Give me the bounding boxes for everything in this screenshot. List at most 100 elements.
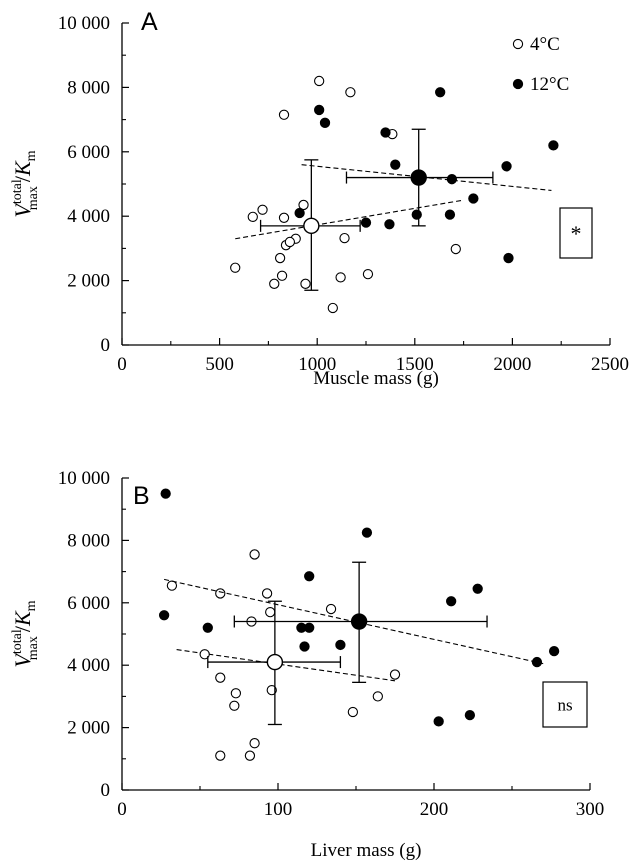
x-tick-label: 300 <box>576 799 605 820</box>
data-point <box>345 87 356 98</box>
x-axis-label: Liver mass (g) <box>311 840 422 861</box>
data-point <box>230 262 241 273</box>
data-point <box>531 656 543 668</box>
data-point <box>300 278 311 289</box>
data-point <box>278 212 290 223</box>
data-point <box>503 252 514 264</box>
data-point <box>215 750 226 761</box>
data-point <box>380 127 391 138</box>
data-point <box>199 649 210 660</box>
x-axis-label: Muscle mass (g) <box>313 368 439 389</box>
significance-label: ns <box>557 696 572 715</box>
data-point <box>304 622 315 633</box>
y-tick-label: 6 000 <box>67 593 110 614</box>
y-tick-label: 8 000 <box>67 530 110 551</box>
data-point <box>501 161 512 172</box>
trend-line <box>176 649 396 682</box>
data-point <box>257 204 268 215</box>
data-point <box>314 104 325 116</box>
data-point <box>261 588 273 599</box>
data-point <box>215 672 226 683</box>
data-point <box>548 646 560 657</box>
data-point <box>468 193 479 204</box>
data-point <box>372 691 383 702</box>
data-point <box>446 174 458 185</box>
data-point <box>444 209 456 220</box>
data-point <box>314 75 325 87</box>
x-tick-label: 2500 <box>591 354 629 375</box>
data-point <box>361 527 373 538</box>
legend-marker <box>512 78 524 90</box>
data-point <box>229 700 240 711</box>
mean-point <box>410 169 427 186</box>
y-tick-label: 0 <box>101 780 111 801</box>
data-point <box>298 199 309 211</box>
mean-point <box>350 613 368 630</box>
data-point <box>244 750 256 761</box>
chart-panel-a: 0 2 000 4 000 6 000 8 000 10 000 0 500 1000 1500 2… <box>10 8 629 389</box>
y-axis-label: Vtotalmax/Km <box>10 600 41 667</box>
data-point <box>384 219 395 230</box>
y-tick-label: 6 000 <box>67 142 110 163</box>
x-tick-label: 0 <box>117 354 127 375</box>
data-point <box>160 488 171 499</box>
data-point <box>284 236 296 248</box>
data-point <box>278 109 290 120</box>
legend-label: 12°C <box>530 74 569 95</box>
x-tick-label: 1000 <box>298 354 336 375</box>
significance-box <box>542 681 588 728</box>
data-point <box>166 580 178 591</box>
data-point <box>327 302 338 314</box>
data-point <box>389 669 401 680</box>
x-tick-label: 2000 <box>493 354 531 375</box>
data-point <box>247 211 258 222</box>
trend-line <box>301 164 552 191</box>
mean-point <box>303 217 320 235</box>
data-point <box>360 217 372 228</box>
significance-label: * <box>571 221 582 246</box>
data-point <box>362 269 374 280</box>
data-point <box>472 583 483 594</box>
data-point <box>304 571 315 582</box>
x-tick-label: 200 <box>420 799 449 820</box>
data-point <box>274 252 286 264</box>
data-point <box>325 603 337 615</box>
data-point <box>446 596 457 607</box>
legend-label: 4°C <box>530 34 560 55</box>
data-point <box>158 610 170 621</box>
data-point <box>435 87 446 98</box>
y-tick-label: 4 000 <box>67 206 110 227</box>
x-tick-label: 0 <box>117 799 127 820</box>
data-point <box>464 709 476 721</box>
panel-label: A <box>141 8 158 36</box>
y-tick-label: 8 000 <box>67 77 110 98</box>
data-point <box>411 209 422 220</box>
data-point <box>269 278 280 289</box>
data-point <box>249 738 260 749</box>
chart-panel-b: 0 2 000 4 000 6 000 8 000 10 000 0 100 200 300 B Li… <box>10 468 604 861</box>
data-point <box>294 207 305 219</box>
data-point <box>450 243 461 255</box>
data-point <box>276 270 288 281</box>
data-point <box>335 272 346 283</box>
x-tick-label: 500 <box>205 354 234 375</box>
data-point <box>390 159 401 170</box>
trend-line <box>235 199 464 240</box>
y-tick-label: 10 000 <box>58 468 110 489</box>
data-point <box>266 685 277 696</box>
y-tick-label: 10 000 <box>58 13 110 34</box>
y-tick-label: 4 000 <box>67 655 110 676</box>
y-tick-label: 0 <box>101 335 111 356</box>
data-point <box>548 140 559 151</box>
data-point <box>230 688 242 699</box>
data-point <box>249 549 260 560</box>
data-point <box>215 588 226 599</box>
data-point <box>299 641 310 652</box>
data-point <box>319 117 331 128</box>
mean-point <box>266 653 284 671</box>
data-point <box>335 639 346 651</box>
x-tick-label: 100 <box>264 799 293 820</box>
y-axis-label: Vtotalmax/Km <box>10 150 41 217</box>
x-tick-label: 1500 <box>396 354 434 375</box>
significance-box <box>559 207 593 259</box>
